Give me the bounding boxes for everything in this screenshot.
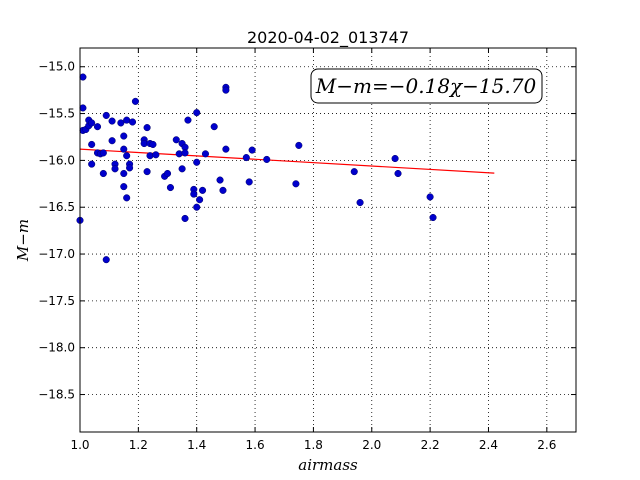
data-point xyxy=(245,178,253,186)
chart-title: 2020-04-02_013747 xyxy=(247,28,409,48)
data-point xyxy=(295,141,303,149)
data-point xyxy=(123,194,131,202)
data-point xyxy=(210,123,218,131)
x-tick-label: 2.6 xyxy=(537,438,556,452)
data-point xyxy=(222,86,230,94)
data-point xyxy=(248,146,256,154)
data-point xyxy=(108,137,116,145)
data-point xyxy=(143,168,151,176)
data-point xyxy=(178,165,186,173)
x-tick-label: 2.0 xyxy=(362,438,381,452)
data-point xyxy=(102,256,110,264)
y-tick-label: −18.5 xyxy=(38,388,75,402)
data-point xyxy=(79,104,87,112)
data-point xyxy=(131,97,139,105)
data-points xyxy=(76,72,437,264)
data-point xyxy=(166,184,174,192)
data-point xyxy=(79,73,87,81)
data-point xyxy=(120,169,128,178)
data-point xyxy=(426,193,434,201)
plot-frame xyxy=(79,47,577,433)
data-point xyxy=(181,214,189,223)
data-point xyxy=(196,196,204,204)
data-point xyxy=(429,213,437,222)
data-point xyxy=(350,168,358,176)
y-tick-label: −16.5 xyxy=(38,200,75,214)
data-point xyxy=(193,203,201,211)
y-tick-labels: −15.0 −15.5 −16.0 −16.5 −17.0 −17.5 −18.0 −18.5 xyxy=(38,60,75,402)
x-axis-label: airmass xyxy=(298,456,358,474)
data-point xyxy=(193,109,201,117)
data-point xyxy=(123,152,131,160)
data-point xyxy=(216,176,224,184)
data-point xyxy=(175,150,183,158)
y-tick-label: −17.5 xyxy=(38,294,75,308)
data-point xyxy=(99,149,107,157)
data-point xyxy=(120,183,128,191)
data-point xyxy=(120,145,128,153)
data-point xyxy=(126,164,134,172)
data-point xyxy=(193,158,201,166)
data-point xyxy=(149,140,157,149)
data-point xyxy=(163,169,172,178)
y-tick-label: −15.0 xyxy=(38,60,75,74)
data-point xyxy=(181,149,189,157)
data-point xyxy=(152,151,160,159)
x-tick-label: 2.4 xyxy=(479,438,498,452)
y-axis-label: M−m xyxy=(14,219,32,262)
x-tick-label: 1.8 xyxy=(304,438,323,452)
data-point xyxy=(190,190,198,198)
data-point xyxy=(292,180,300,188)
equation-annotation-box xyxy=(310,68,543,104)
data-point xyxy=(198,186,207,194)
data-point xyxy=(102,111,110,119)
x-tick-label: 1.6 xyxy=(246,438,265,452)
x-tick-labels: 1.0 1.2 1.4 1.6 1.8 2.0 2.2 2.4 2.6 xyxy=(70,438,556,452)
y-tick-label: −15.5 xyxy=(38,107,75,121)
data-point xyxy=(93,123,102,131)
x-tick-label: 1.2 xyxy=(129,438,148,452)
x-tick-label: 2.2 xyxy=(421,438,440,452)
data-point xyxy=(356,198,364,207)
data-point xyxy=(201,150,210,158)
data-point xyxy=(88,160,96,168)
y-tick-label: −17.0 xyxy=(38,247,75,261)
data-point xyxy=(242,154,250,162)
data-point xyxy=(88,140,96,149)
data-point xyxy=(219,186,227,194)
data-point xyxy=(146,152,154,160)
axis-ticks xyxy=(79,48,576,432)
y-tick-label: −16.0 xyxy=(38,153,75,167)
data-point xyxy=(108,117,116,125)
data-point xyxy=(120,132,128,140)
data-point xyxy=(222,145,230,153)
equation-annotation: M−m=−0.18χ−15.70 xyxy=(315,74,537,98)
data-point xyxy=(88,119,96,127)
x-tick-label: 1.4 xyxy=(187,438,206,452)
y-tick-label: −18.0 xyxy=(38,341,75,355)
data-point xyxy=(391,154,399,163)
data-point xyxy=(99,169,107,178)
data-point xyxy=(117,119,125,127)
data-point xyxy=(143,124,151,132)
equation-annotation-group: M−m=−0.18χ−15.70 xyxy=(310,68,543,104)
data-point xyxy=(123,116,131,124)
data-point xyxy=(394,169,402,178)
data-point xyxy=(184,116,192,124)
data-point xyxy=(128,118,137,126)
data-point xyxy=(111,165,119,173)
x-tick-label: 1.0 xyxy=(70,438,89,452)
data-point xyxy=(263,155,271,164)
data-point xyxy=(172,136,180,144)
